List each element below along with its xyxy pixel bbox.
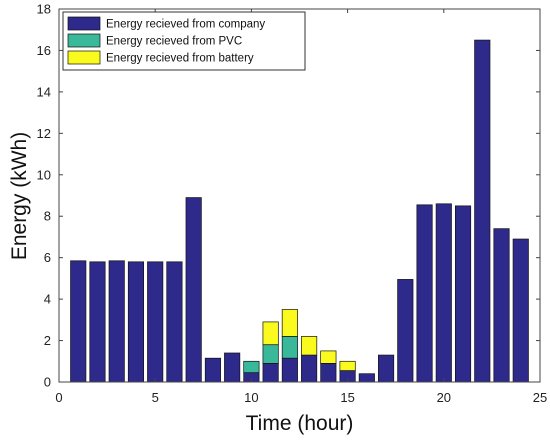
x-tick-label: 20 [437, 390, 451, 405]
bar-series1-x13 [301, 354, 318, 383]
bar-series2-x11 [262, 344, 279, 364]
y-tick-label: 16 [37, 43, 51, 58]
bar-series1-x1 [70, 260, 87, 383]
y-tick-label: 4 [44, 292, 51, 307]
bar-series3-x12 [281, 309, 298, 337]
legend-swatch-1 [67, 16, 101, 31]
bar-series1-x6 [166, 261, 183, 383]
x-tick-label: 25 [533, 390, 547, 405]
bar-series2-x10 [243, 360, 260, 374]
legend-label-3: Energy recieved from battery [106, 53, 254, 65]
legend-swatch-2 [67, 33, 101, 48]
bar-series1-x23 [493, 228, 510, 383]
bar-series1-x24 [512, 238, 529, 383]
bar-series1-x18 [397, 279, 414, 383]
x-tick-label: 5 [152, 390, 159, 405]
bar-series1-x11 [262, 363, 279, 383]
bar-series3-x14 [320, 350, 337, 364]
y-tick-label: 2 [44, 333, 51, 348]
x-axis-ticks: 0 5 10 15 20 25 [55, 9, 547, 405]
legend: Energy recieved from company Energy recie… [62, 11, 306, 71]
bar-series1-x12 [281, 357, 298, 383]
bar-series1-x16 [358, 373, 375, 383]
y-tick-label: 0 [44, 375, 51, 390]
plot-frame [58, 8, 541, 383]
bar-series1-x7 [185, 197, 202, 383]
bar-series1-x20 [435, 203, 452, 383]
bar-series1-x5 [147, 261, 164, 383]
y-tick-label: 12 [37, 126, 51, 141]
bar-series1-x19 [416, 204, 433, 383]
x-tick-label: 0 [55, 390, 62, 405]
y-tick-label: 10 [37, 167, 51, 182]
bar-series3-x13 [301, 336, 318, 356]
bar-series1-x8 [204, 357, 221, 383]
legend-label-1: Energy recieved from company [106, 19, 265, 31]
y-tick-label: 8 [44, 209, 51, 224]
bar-series1-x2 [89, 261, 106, 383]
bar-series1-x22 [474, 39, 491, 383]
bar-series3-x11 [262, 321, 279, 346]
legend-swatch-3 [67, 50, 101, 65]
bar-series1-x4 [127, 261, 144, 383]
bar-series1-x21 [454, 205, 472, 383]
y-axis-label: Energy (kWh) [8, 132, 31, 260]
legend-label-2: Energy recieved from PVC [106, 36, 242, 48]
bar-series1-x9 [224, 352, 241, 383]
bar-series3-x15 [339, 360, 356, 371]
bars-group [70, 39, 529, 383]
bar-series2-x12 [281, 336, 298, 359]
x-tick-label: 10 [244, 390, 258, 405]
y-tick-label: 6 [44, 250, 51, 265]
y-tick-label: 18 [37, 2, 51, 17]
y-tick-label: 14 [37, 84, 51, 99]
y-axis-ticks: 0 2 4 6 8 10 12 14 16 18 [37, 2, 540, 390]
bar-series1-x14 [320, 363, 337, 383]
x-tick-label: 15 [340, 390, 354, 405]
bar-series1-x17 [378, 354, 395, 383]
bar-series1-x3 [108, 260, 125, 383]
x-axis-label: Time (hour) [246, 412, 354, 435]
legend-box [62, 11, 306, 71]
